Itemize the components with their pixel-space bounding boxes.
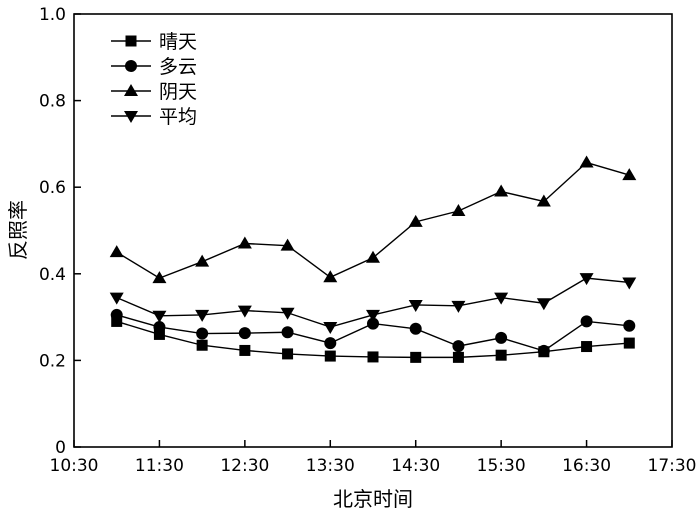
data-point (323, 322, 338, 335)
data-point (153, 321, 166, 334)
data-point (152, 310, 167, 323)
data-point (237, 236, 252, 249)
data-point (111, 315, 123, 327)
data-point (623, 319, 636, 332)
data-point (195, 309, 210, 322)
data-point (367, 317, 379, 330)
legend-item: 平均 (111, 106, 197, 128)
data-point (324, 337, 337, 350)
y-tick-label: 1.0 (39, 5, 66, 25)
plot-marks (109, 155, 637, 363)
y-tick-label: 0.2 (39, 351, 66, 371)
data-point (282, 348, 294, 360)
data-point (110, 308, 123, 321)
data-point (195, 254, 210, 267)
data-point (452, 351, 464, 363)
data-point (579, 155, 594, 168)
x-tick-label: 10:30 (50, 456, 99, 476)
data-point (366, 250, 380, 263)
data-point (580, 315, 593, 328)
data-point (408, 299, 423, 312)
data-point (579, 273, 594, 286)
legend-marker (124, 111, 138, 123)
data-point (366, 309, 380, 322)
data-point (622, 277, 637, 290)
legend-label: 多云 (159, 56, 197, 78)
series-circle (110, 308, 636, 357)
legend-marker (125, 35, 137, 47)
x-tick-label: 12:30 (220, 456, 269, 476)
data-point (409, 322, 422, 335)
data-point (495, 349, 507, 361)
y-tick-label: 0 (55, 438, 66, 458)
data-point (109, 245, 124, 258)
legend-label: 晴天 (159, 31, 197, 53)
legend-item: 多云 (111, 56, 197, 78)
data-point (237, 305, 252, 318)
data-point (622, 168, 637, 181)
x-tick-label: 14:30 (391, 456, 440, 476)
x-tick-label: 17:30 (648, 456, 697, 476)
data-point (410, 351, 422, 363)
data-point (451, 204, 466, 217)
data-point (324, 350, 336, 362)
plot-frame (73, 13, 673, 448)
y-tick-label: 0.8 (39, 92, 66, 112)
series-triangle-down (109, 273, 637, 335)
legend-item: 阴天 (111, 81, 197, 103)
data-point (280, 238, 295, 251)
x-tick-label: 13:30 (306, 456, 355, 476)
data-point (280, 307, 295, 320)
y-axis-title: 反照率 (6, 200, 30, 260)
data-point (153, 328, 165, 340)
axes: 10:30 11:30 12:30 13:30 14:30 15:30 16:30 17:30… (39, 5, 697, 476)
legend-label: 平均 (159, 106, 197, 128)
data-point (581, 341, 593, 353)
data-point (408, 214, 423, 227)
x-tick-label: 15:30 (477, 456, 526, 476)
data-point (367, 351, 379, 363)
data-point (238, 327, 251, 340)
legend-marker (124, 84, 138, 96)
data-point (494, 292, 509, 305)
legend-item: 晴天 (111, 31, 197, 53)
x-tick-label: 16:30 (562, 456, 611, 476)
data-point (537, 344, 550, 357)
data-point (536, 194, 551, 207)
y-tick-label: 0.6 (39, 178, 66, 198)
data-point (623, 337, 635, 349)
data-point (494, 184, 509, 197)
x-tick-label: 11:30 (135, 456, 184, 476)
legend-marker (125, 60, 137, 72)
data-point (109, 292, 124, 305)
data-point (451, 300, 466, 313)
legend-label: 阴天 (159, 81, 197, 103)
data-point (536, 298, 551, 311)
data-point (281, 326, 294, 339)
series-triangle-up (109, 155, 637, 284)
data-point (196, 339, 208, 351)
data-point (495, 331, 508, 344)
x-axis-title: 北京时间 (333, 487, 413, 511)
data-point (152, 271, 167, 284)
data-point (323, 270, 338, 283)
data-point (196, 327, 209, 340)
data-point (452, 340, 465, 353)
data-point (239, 344, 251, 356)
y-tick-label: 0.4 (39, 265, 66, 285)
